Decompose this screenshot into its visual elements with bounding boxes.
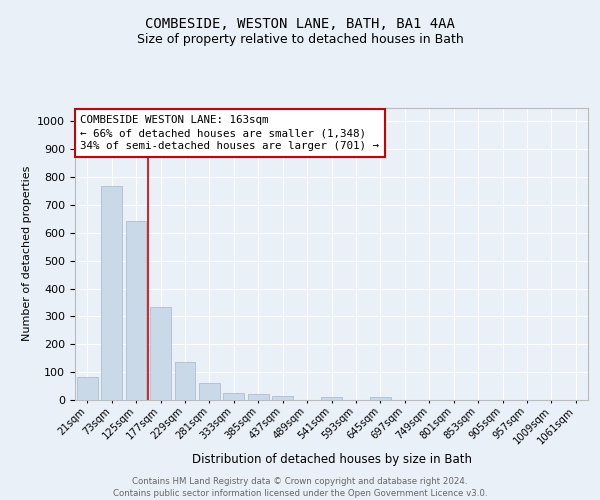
Bar: [125, 221, 146, 400]
Bar: [248, 394, 269, 400]
Bar: [175, 362, 196, 400]
Bar: [150, 307, 171, 400]
Bar: [223, 393, 244, 400]
Y-axis label: Number of detached properties: Number of detached properties: [22, 166, 32, 342]
Text: Contains HM Land Registry data © Crown copyright and database right 2024.
Contai: Contains HM Land Registry data © Crown c…: [113, 476, 487, 498]
Text: COMBESIDE WESTON LANE: 163sqm
← 66% of detached houses are smaller (1,348)
34% o: COMBESIDE WESTON LANE: 163sqm ← 66% of d…: [80, 115, 379, 151]
Bar: [77, 377, 98, 400]
Text: COMBESIDE, WESTON LANE, BATH, BA1 4AA: COMBESIDE, WESTON LANE, BATH, BA1 4AA: [145, 18, 455, 32]
Text: Size of property relative to detached houses in Bath: Size of property relative to detached ho…: [137, 32, 463, 46]
X-axis label: Distribution of detached houses by size in Bath: Distribution of detached houses by size …: [191, 452, 472, 466]
Bar: [321, 397, 342, 400]
Bar: [199, 384, 220, 400]
Bar: [101, 186, 122, 400]
Bar: [370, 396, 391, 400]
Bar: [272, 396, 293, 400]
